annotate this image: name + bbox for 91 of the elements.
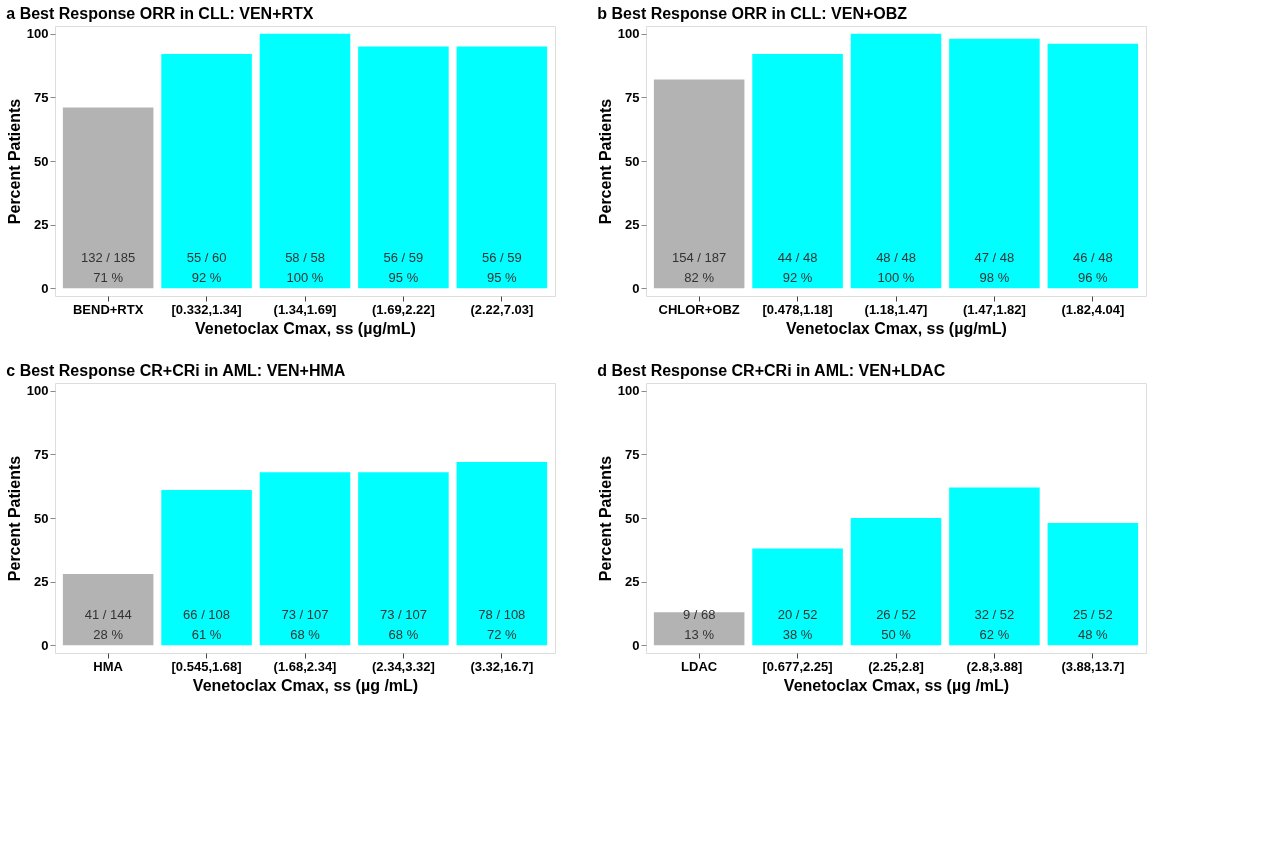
data-label: 73 / 107 68 % — [281, 607, 329, 642]
y-tick-label: 100 — [26, 383, 49, 399]
bar — [259, 33, 351, 289]
x-axis-title: Venetoclax Cmax, ss (µg/mL) — [786, 319, 1007, 337]
x-axis-title: Venetoclax Cmax, ss (µg /mL) — [192, 676, 419, 694]
bar — [161, 54, 252, 289]
chart-title: d Best Response CR+CRi in AML: VEN+LDAC — [597, 362, 946, 379]
x-tick-label: (1.68,2.34] — [273, 658, 337, 674]
y-tick-label: 50 — [34, 153, 49, 169]
x-tick-label: HMA — [93, 658, 124, 674]
x-tick-label: (2.25,2.8] — [868, 658, 924, 674]
bar — [456, 46, 548, 289]
bar — [259, 472, 351, 646]
data-label: 56 / 59 95 % — [383, 250, 424, 285]
x-tick-label: (1.34,1.69] — [273, 301, 337, 317]
chart-title: c Best Response CR+CRi in AML: VEN+HMA — [6, 362, 346, 379]
y-tick-label: 75 — [625, 89, 640, 105]
x-tick-label: LDAC — [681, 658, 718, 674]
chart-title: b Best Response ORR in CLL: VEN+OBZ — [597, 5, 908, 22]
data-label: 78 / 108 72 % — [478, 607, 526, 642]
bar — [850, 518, 942, 646]
y-tick-label: 0 — [632, 637, 640, 653]
x-tick-label: (1.82,4.04] — [1061, 301, 1125, 317]
x-tick-label: (1.69,2.22] — [371, 301, 435, 317]
bar — [161, 489, 252, 646]
bar — [752, 54, 843, 289]
chart-title: a Best Response ORR in CLL: VEN+RTX — [6, 5, 314, 22]
y-tick-label: 75 — [625, 446, 640, 462]
y-tick-label: 50 — [625, 510, 640, 526]
x-tick-label: (2.34,3.32] — [371, 658, 435, 674]
y-tick-label: 25 — [34, 217, 49, 233]
data-label: 132 / 185 71 % — [81, 250, 136, 285]
x-tick-label: (1.18,1.47] — [864, 301, 928, 317]
data-label: 48 / 48 100 % — [876, 250, 916, 285]
data-label: 46 / 48 96 % — [1072, 250, 1113, 285]
x-tick-label: [0.332,1.34] — [171, 301, 242, 317]
data-label: 154 / 187 82 % — [672, 250, 727, 285]
data-label: 58 / 58 100 % — [285, 250, 325, 285]
x-tick-label: BEND+RTX — [72, 301, 144, 317]
bar — [653, 79, 745, 289]
data-label: 20 / 52 38 % — [777, 607, 818, 642]
data-label: 44 / 48 92 % — [777, 250, 818, 285]
x-tick-label: (1.47,1.82] — [962, 301, 1026, 317]
y-tick-label: 100 — [617, 26, 640, 42]
bar — [949, 38, 1040, 289]
bar — [456, 461, 548, 646]
x-tick-label: [0.545,1.68] — [171, 658, 242, 674]
y-axis-title: Percent Patients — [5, 98, 23, 225]
bar — [358, 46, 449, 289]
data-label: 41 / 144 28 % — [84, 607, 132, 642]
bar — [653, 612, 745, 646]
x-axis-title: Venetoclax Cmax, ss (µg/mL) — [195, 319, 416, 337]
y-tick-label: 25 — [34, 574, 49, 590]
bar — [62, 107, 154, 289]
y-tick-label: 0 — [632, 280, 640, 296]
y-tick-label: 100 — [26, 26, 49, 42]
y-axis-title: Percent Patients — [5, 455, 23, 582]
data-label: 73 / 107 68 % — [379, 607, 427, 642]
data-label: 66 / 108 61 % — [183, 607, 231, 642]
y-axis-title: Percent Patients — [596, 98, 614, 225]
data-label: 56 / 59 95 % — [481, 250, 522, 285]
bar — [62, 574, 154, 646]
x-tick-label: CHLOR+OBZ — [658, 301, 740, 317]
y-tick-label: 0 — [41, 637, 49, 653]
y-tick-label: 50 — [625, 153, 640, 169]
y-tick-label: 50 — [34, 510, 49, 526]
bar — [949, 487, 1040, 646]
x-tick-label: (3.88,13.7] — [1061, 658, 1125, 674]
y-tick-label: 75 — [34, 89, 49, 105]
data-label: 47 / 48 98 % — [974, 250, 1015, 285]
y-tick-label: 100 — [617, 383, 640, 399]
y-tick-label: 0 — [41, 280, 49, 296]
bar — [1047, 523, 1139, 646]
bar — [358, 472, 449, 646]
x-tick-label: (2.22,7.03] — [470, 301, 534, 317]
x-tick-label: [0.478,1.18] — [762, 301, 833, 317]
x-axis-title: Venetoclax Cmax, ss (µg /mL) — [783, 676, 1010, 694]
data-label: 26 / 52 50 % — [876, 607, 916, 642]
data-label: 25 / 52 48 % — [1072, 607, 1113, 642]
y-tick-label: 25 — [625, 217, 640, 233]
x-tick-label: (3.32,16.7] — [470, 658, 534, 674]
y-axis-title: Percent Patients — [596, 455, 614, 582]
data-label: 55 / 60 92 % — [186, 250, 227, 285]
bar — [752, 548, 843, 646]
bar — [850, 33, 942, 289]
bar — [1047, 43, 1139, 289]
data-label: 32 / 52 62 % — [974, 607, 1015, 642]
y-tick-label: 75 — [34, 446, 49, 462]
x-tick-label: (2.8,3.88] — [966, 658, 1023, 674]
y-tick-label: 25 — [625, 574, 640, 590]
x-tick-label: [0.677,2.25] — [762, 658, 833, 674]
